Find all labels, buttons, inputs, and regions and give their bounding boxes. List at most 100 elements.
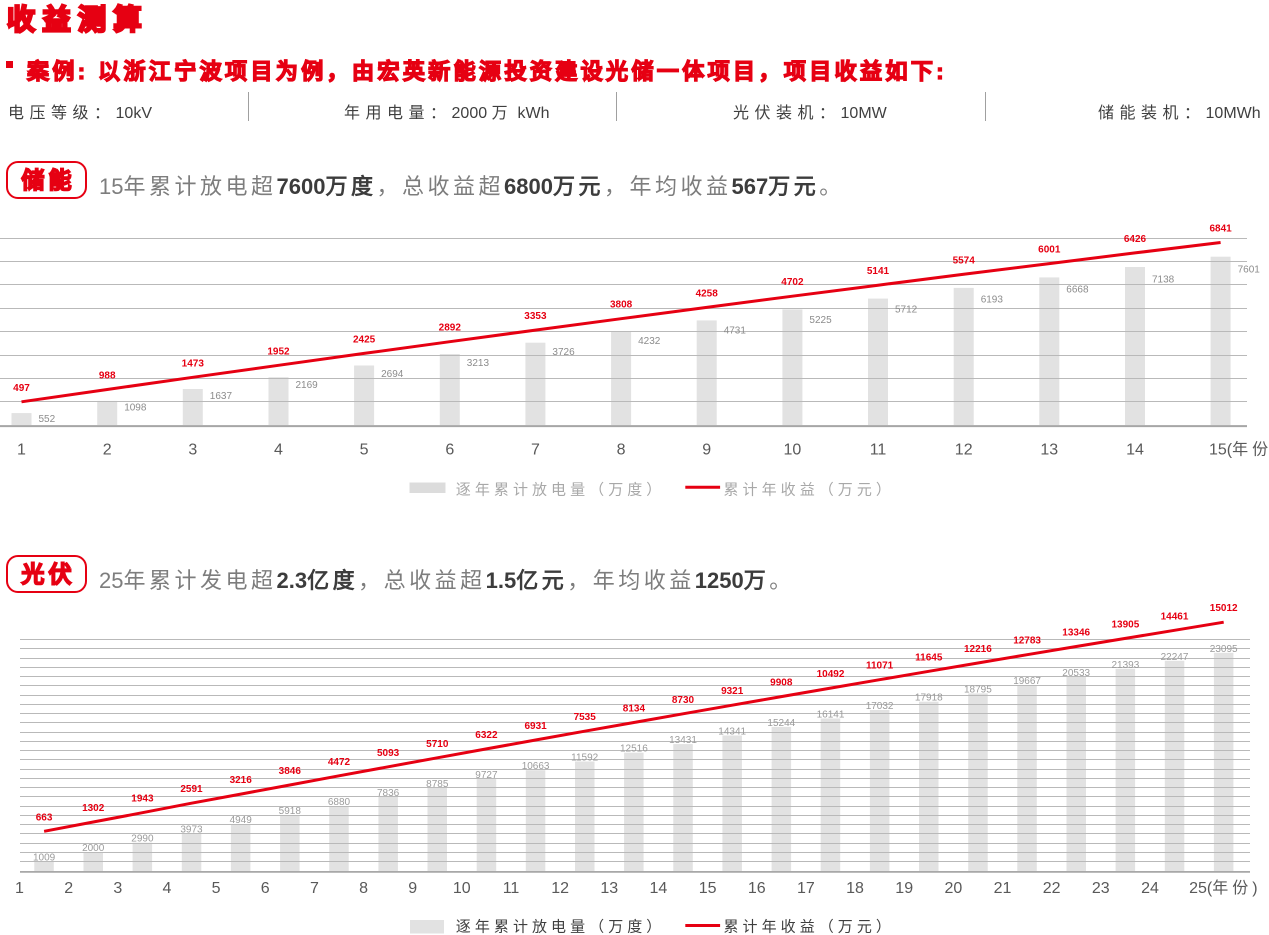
svg-text:19: 19: [895, 880, 913, 897]
svg-text:6426: 6426: [1124, 234, 1147, 245]
svg-text:5712: 5712: [895, 305, 918, 316]
svg-text:3808: 3808: [610, 300, 633, 311]
svg-text:累计年收益（万元）: 累计年收益（万元）: [724, 919, 895, 935]
svg-text:2: 2: [64, 880, 73, 897]
svg-text:18795: 18795: [964, 684, 992, 695]
svg-text:2694: 2694: [381, 369, 404, 380]
svg-text:20533: 20533: [1062, 668, 1090, 679]
svg-text:6841: 6841: [1209, 224, 1232, 235]
svg-text:13905: 13905: [1111, 619, 1139, 630]
svg-text:12: 12: [551, 880, 569, 897]
svg-text:15244: 15244: [767, 718, 795, 729]
svg-text:6: 6: [261, 880, 270, 897]
svg-text:4258: 4258: [696, 288, 719, 299]
svg-text:11: 11: [503, 880, 520, 897]
svg-text:逐年累计放电量（万度）: 逐年累计放电量（万度）: [456, 481, 666, 498]
svg-text:25(年份): 25(年份): [1189, 879, 1257, 897]
svg-text:1302: 1302: [82, 803, 105, 814]
svg-text:552: 552: [39, 414, 56, 425]
svg-text:10663: 10663: [522, 761, 550, 772]
svg-text:3353: 3353: [524, 311, 547, 322]
svg-text:1: 1: [17, 442, 26, 459]
svg-text:4949: 4949: [230, 815, 253, 826]
svg-text:23095: 23095: [1210, 644, 1238, 655]
svg-text:1009: 1009: [33, 853, 56, 864]
svg-text:6001: 6001: [1038, 245, 1061, 256]
svg-text:10492: 10492: [817, 669, 845, 680]
svg-text:17918: 17918: [915, 693, 943, 704]
svg-text:4731: 4731: [724, 326, 747, 337]
svg-text:6668: 6668: [1066, 285, 1089, 296]
svg-text:5225: 5225: [809, 315, 832, 326]
svg-text:累计年收益（万元）: 累计年收益（万元）: [724, 481, 895, 498]
svg-text:13: 13: [1040, 442, 1058, 459]
svg-text:2591: 2591: [180, 784, 203, 795]
svg-text:3213: 3213: [467, 358, 490, 369]
svg-text:5141: 5141: [867, 266, 890, 277]
svg-text:9: 9: [408, 880, 417, 897]
svg-text:9: 9: [702, 442, 711, 459]
svg-text:16: 16: [748, 880, 766, 897]
svg-text:12216: 12216: [964, 644, 992, 655]
svg-text:6: 6: [445, 442, 454, 459]
svg-text:15(年份): 15(年份): [1209, 441, 1269, 459]
svg-text:11071: 11071: [866, 661, 894, 672]
svg-text:9908: 9908: [770, 678, 793, 689]
svg-text:17: 17: [797, 880, 815, 897]
svg-text:14461: 14461: [1161, 611, 1189, 622]
svg-text:988: 988: [99, 371, 116, 382]
svg-text:11645: 11645: [915, 652, 943, 663]
svg-text:20: 20: [945, 880, 963, 897]
svg-text:7: 7: [531, 442, 540, 459]
svg-text:2: 2: [103, 442, 112, 459]
svg-text:3973: 3973: [180, 825, 203, 836]
svg-text:12: 12: [955, 442, 973, 459]
svg-text:3: 3: [188, 442, 197, 459]
svg-text:2169: 2169: [296, 380, 319, 391]
svg-text:6193: 6193: [981, 295, 1004, 306]
svg-text:22247: 22247: [1161, 652, 1189, 663]
svg-text:5918: 5918: [279, 806, 302, 817]
svg-text:22: 22: [1043, 880, 1061, 897]
svg-text:7535: 7535: [574, 712, 597, 723]
svg-text:21393: 21393: [1111, 660, 1139, 671]
svg-text:3: 3: [113, 880, 122, 897]
svg-text:8785: 8785: [426, 779, 449, 790]
svg-text:23: 23: [1092, 880, 1110, 897]
svg-text:19667: 19667: [1013, 676, 1041, 687]
svg-text:6322: 6322: [475, 730, 498, 741]
svg-text:7138: 7138: [1152, 275, 1175, 286]
svg-text:24: 24: [1141, 880, 1159, 897]
svg-text:7601: 7601: [1238, 265, 1261, 276]
svg-text:12783: 12783: [1013, 636, 1041, 647]
svg-text:6931: 6931: [524, 721, 547, 732]
svg-text:2892: 2892: [439, 323, 462, 334]
svg-text:2425: 2425: [353, 334, 376, 345]
svg-text:1473: 1473: [182, 358, 205, 369]
svg-text:14341: 14341: [718, 727, 746, 738]
svg-text:8134: 8134: [623, 704, 646, 715]
svg-text:10: 10: [453, 880, 471, 897]
svg-text:6880: 6880: [328, 797, 351, 808]
svg-text:21: 21: [994, 880, 1012, 897]
svg-text:逐年累计放电量（万度）: 逐年累计放电量（万度）: [456, 919, 666, 935]
svg-text:1943: 1943: [131, 794, 154, 805]
svg-text:16141: 16141: [817, 710, 845, 721]
svg-text:9321: 9321: [721, 686, 744, 697]
svg-text:9727: 9727: [475, 770, 498, 781]
svg-text:4: 4: [162, 880, 171, 897]
svg-text:7: 7: [310, 880, 319, 897]
svg-text:8: 8: [617, 442, 626, 459]
svg-text:13346: 13346: [1062, 628, 1090, 639]
svg-text:7836: 7836: [377, 788, 400, 799]
svg-text:11592: 11592: [571, 753, 599, 764]
svg-text:13: 13: [600, 880, 618, 897]
svg-text:13431: 13431: [669, 735, 697, 746]
svg-text:5574: 5574: [953, 255, 976, 266]
svg-text:497: 497: [13, 383, 30, 394]
svg-text:8730: 8730: [672, 695, 695, 706]
svg-text:15012: 15012: [1210, 603, 1238, 614]
svg-text:3846: 3846: [279, 766, 302, 777]
svg-text:14: 14: [650, 880, 668, 897]
svg-text:1098: 1098: [124, 403, 147, 414]
